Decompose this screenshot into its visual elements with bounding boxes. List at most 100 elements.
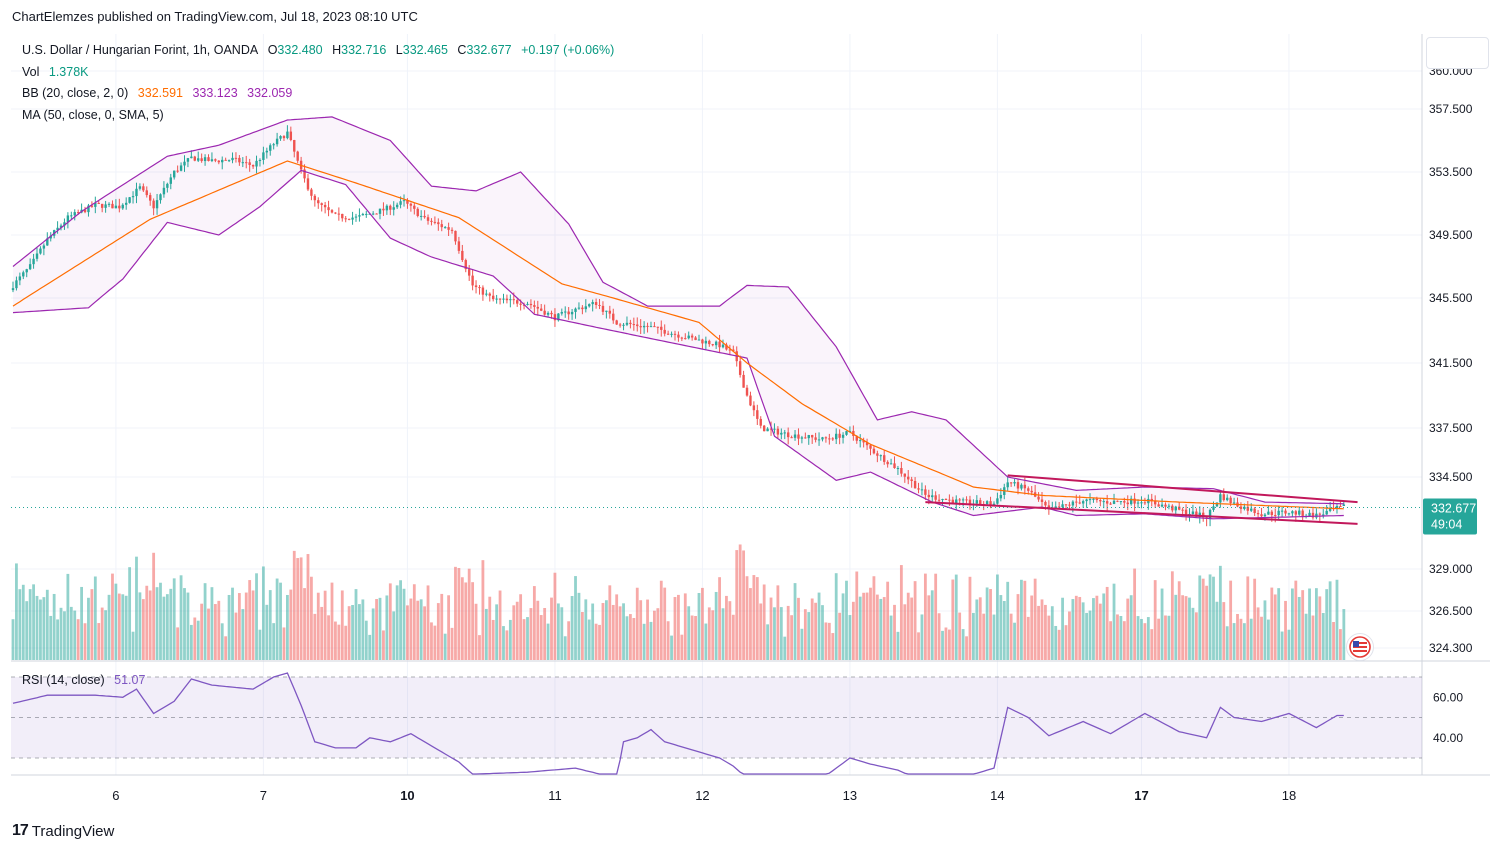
- brand-name: TradingView: [31, 822, 115, 840]
- volume-bar: [450, 627, 454, 660]
- volume-bar: [920, 614, 924, 660]
- volume-bar: [1092, 598, 1095, 660]
- candle-body: [948, 499, 951, 501]
- chart-settings-button[interactable]: [1426, 37, 1489, 69]
- candle-body: [958, 499, 961, 501]
- volume-bar: [587, 619, 591, 660]
- volume-bar: [642, 623, 646, 660]
- candle-body: [66, 215, 70, 223]
- volume-bar: [272, 623, 276, 660]
- candle-body: [124, 202, 128, 205]
- candle-body: [1311, 512, 1315, 518]
- candle-body: [203, 157, 207, 162]
- volume-bar: [526, 617, 529, 660]
- volume-bar: [879, 598, 883, 660]
- candle-body: [1088, 499, 1092, 501]
- candle-body: [371, 213, 375, 215]
- volume-bar: [646, 599, 649, 660]
- candle-body: [1075, 501, 1078, 503]
- ma-legend: MA (50, close, 0, SMA, 5): [22, 108, 170, 122]
- ma-line: [12, 160, 1344, 510]
- volume-bar: [515, 601, 519, 660]
- volume-bar: [196, 620, 200, 660]
- volume-bar: [244, 592, 248, 660]
- price-tick-label: 345.500: [1429, 291, 1473, 305]
- volume-bar: [896, 631, 900, 660]
- volume-bar: [797, 597, 800, 660]
- candle-body: [694, 337, 697, 341]
- high-label: H: [332, 43, 342, 57]
- volume-bar: [28, 589, 32, 660]
- volume-bar: [718, 577, 721, 660]
- candle-body: [63, 222, 66, 226]
- volume-bar: [947, 629, 951, 660]
- volume-bar: [1328, 581, 1332, 660]
- time-tick-label: 11: [548, 788, 562, 803]
- candle-body: [1263, 514, 1267, 517]
- volume-bar: [1033, 578, 1037, 660]
- candle-body: [1009, 482, 1013, 484]
- candle-body: [831, 438, 834, 440]
- volume-bar: [773, 607, 776, 660]
- candle-body: [296, 151, 299, 161]
- candle-body: [1112, 500, 1116, 504]
- chart-frame[interactable]: 360.000 357.500 353.500 349.500 345.500 341.5…: [11, 34, 1490, 810]
- candle-body: [179, 165, 183, 171]
- candle-body: [118, 205, 121, 209]
- candle-body: [1322, 514, 1325, 516]
- candlesticks: [11, 125, 1346, 527]
- candle-body: [838, 433, 841, 438]
- candle-body: [560, 312, 563, 314]
- volume-bar: [179, 575, 183, 660]
- volume-bar: [1133, 568, 1137, 660]
- volume-bar: [639, 600, 643, 660]
- candle-body: [457, 241, 461, 251]
- bb-label: BB (20, close, 2, 0): [22, 86, 129, 100]
- candle-body: [900, 468, 903, 474]
- volume-bar: [347, 606, 351, 660]
- candle-body: [1164, 504, 1167, 507]
- volume-bar: [539, 615, 543, 660]
- volume-bar: [203, 583, 207, 660]
- candle-body: [1325, 510, 1328, 515]
- volume-bar: [419, 599, 423, 660]
- volume-bar: [731, 614, 735, 660]
- candle-body: [22, 272, 25, 277]
- candle-body: [166, 183, 169, 188]
- volume-bar: [87, 597, 90, 660]
- candle-body: [28, 264, 32, 270]
- volume-bar: [1253, 578, 1257, 660]
- us-flag-icon[interactable]: [1346, 633, 1374, 661]
- candle-body: [526, 303, 529, 305]
- volume-bar: [1273, 594, 1277, 660]
- candle-body: [485, 293, 488, 295]
- volume-bar: [745, 576, 749, 660]
- candle-body: [83, 209, 87, 213]
- volume-bar: [135, 556, 138, 660]
- candle-body: [653, 326, 656, 328]
- volume-bar: [42, 597, 46, 660]
- volume-bar: [680, 634, 684, 660]
- candle-body: [104, 204, 107, 208]
- candle-body: [1184, 509, 1188, 515]
- candle-body: [378, 208, 382, 214]
- tradingview-footer[interactable]: 17 TradingView: [12, 822, 114, 840]
- candle-body: [409, 203, 413, 206]
- volume-bar: [323, 590, 327, 660]
- candle-body: [135, 188, 138, 197]
- price-chart[interactable]: 360.000357.500353.500349.500345.500341.5…: [11, 34, 1490, 810]
- volume-bar: [382, 630, 385, 660]
- volume-bar: [512, 605, 516, 660]
- candle-body: [94, 202, 97, 207]
- volume-bar: [1044, 604, 1047, 660]
- candle-body: [732, 349, 735, 352]
- candle-body: [1136, 502, 1140, 504]
- volume-bar: [145, 585, 149, 660]
- volume-bar: [268, 590, 272, 660]
- candle-body: [1284, 510, 1287, 514]
- volume-bar: [779, 607, 783, 660]
- candle-body: [221, 159, 224, 163]
- volume-bar: [1146, 617, 1150, 660]
- volume-bar: [1009, 613, 1013, 660]
- candle-body: [502, 298, 505, 300]
